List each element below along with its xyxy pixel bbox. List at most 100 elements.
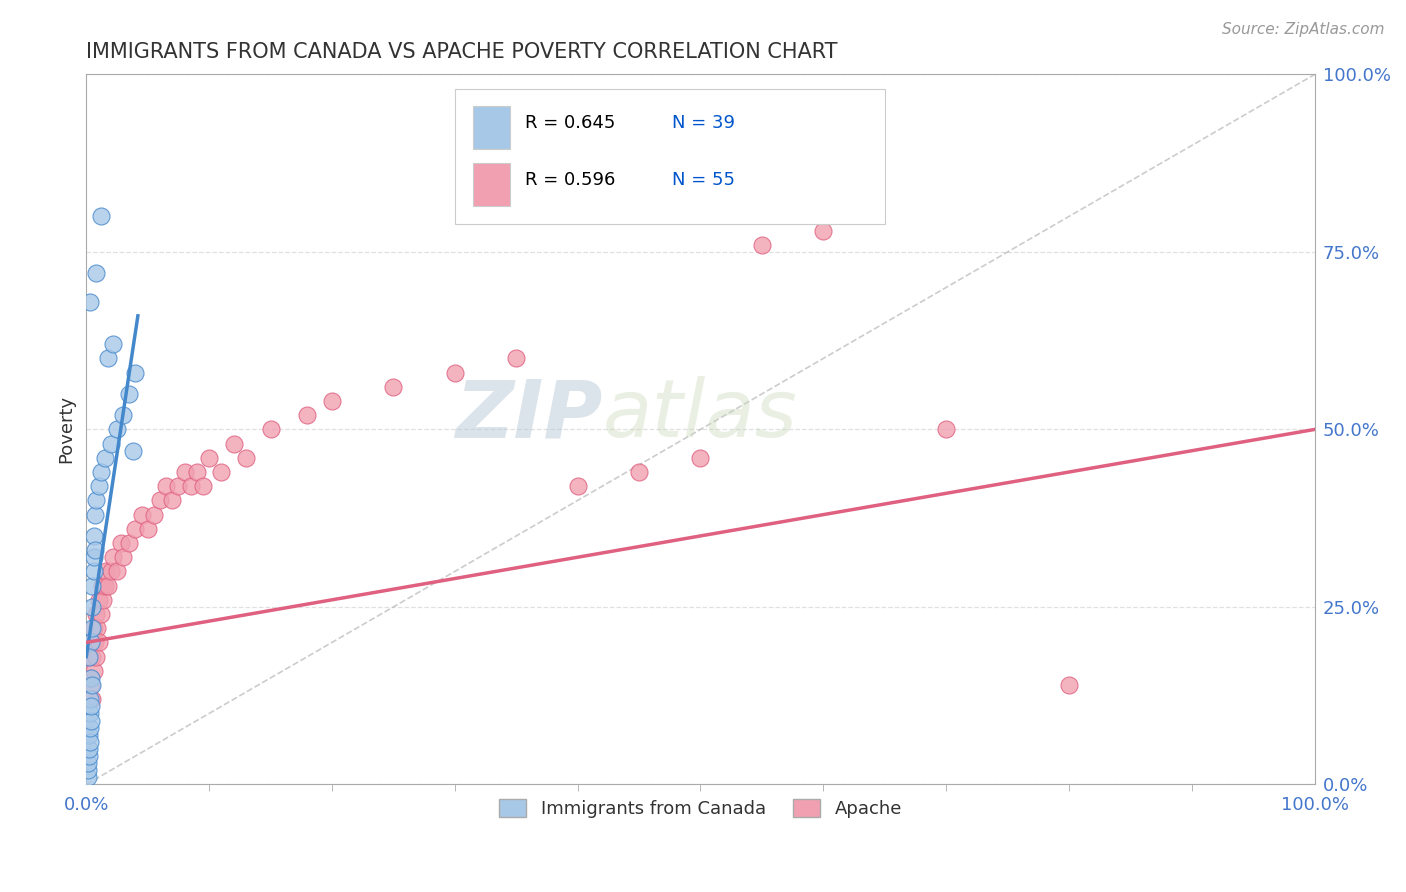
Text: R = 0.645: R = 0.645 [524,113,616,132]
Point [103,337,125,351]
Point [142,508,165,522]
FancyBboxPatch shape [474,106,510,149]
Text: N = 39: N = 39 [672,113,735,132]
Point [628,465,651,479]
Point [83,664,105,678]
Point [1057,678,1080,692]
Point [935,422,957,436]
Point [91,579,114,593]
Point [122,443,145,458]
Point [77,749,100,764]
Point [82,678,104,692]
Point [82,692,104,706]
Point [82,649,104,664]
Point [83,529,105,543]
Point [77,649,100,664]
Point [131,508,153,522]
Point [90,465,112,479]
Point [93,579,115,593]
Point [118,387,141,401]
Point [813,224,835,238]
Point [94,565,117,579]
Point [79,671,101,685]
Point [382,380,405,394]
FancyBboxPatch shape [454,88,884,224]
Point [105,565,128,579]
Point [297,409,319,423]
Point [186,465,208,479]
Point [76,770,98,784]
Point [97,351,120,366]
Point [90,607,112,621]
Point [259,422,281,436]
Point [80,671,103,685]
Text: ZIP: ZIP [454,376,602,454]
Point [84,493,107,508]
Point [93,450,115,465]
Point [100,565,122,579]
Point [162,493,184,508]
Point [83,565,105,579]
Point [321,394,343,409]
Point [90,210,112,224]
Point [112,550,135,565]
Point [80,635,103,649]
Point [751,237,773,252]
Point [82,579,104,593]
Point [103,550,125,565]
Point [124,522,146,536]
Point [83,543,105,558]
Point [82,599,104,614]
Point [79,692,101,706]
Point [77,728,100,742]
Point [567,479,589,493]
Point [505,351,527,366]
Point [80,635,103,649]
Point [84,649,107,664]
Point [136,522,159,536]
FancyBboxPatch shape [474,163,510,206]
Text: N = 55: N = 55 [672,170,735,188]
Point [235,450,257,465]
Y-axis label: Poverty: Poverty [58,395,75,464]
Point [105,422,128,436]
Point [209,465,232,479]
Point [87,479,110,493]
Point [83,621,105,635]
Point [82,621,104,635]
Point [198,450,221,465]
Text: IMMIGRANTS FROM CANADA VS APACHE POVERTY CORRELATION CHART: IMMIGRANTS FROM CANADA VS APACHE POVERTY… [86,42,838,62]
Text: atlas: atlas [602,376,797,454]
Point [79,721,101,735]
Point [97,579,120,593]
Point [80,699,103,714]
Point [80,714,103,728]
Point [100,436,122,450]
Point [83,550,105,565]
Point [689,450,711,465]
Point [77,742,100,756]
Point [84,266,107,280]
Point [77,649,100,664]
Point [80,678,103,692]
Point [87,635,110,649]
Point [443,366,465,380]
Text: Source: ZipAtlas.com: Source: ZipAtlas.com [1222,22,1385,37]
Point [83,508,105,522]
Point [93,592,115,607]
Point [180,479,202,493]
Point [84,607,107,621]
Point [167,479,190,493]
Point [79,735,101,749]
Point [110,536,132,550]
Point [191,479,214,493]
Point [173,465,195,479]
Point [112,409,135,423]
Point [79,706,101,721]
Point [79,294,101,309]
Point [222,436,245,450]
Text: R = 0.596: R = 0.596 [524,170,616,188]
Legend: Immigrants from Canada, Apache: Immigrants from Canada, Apache [492,791,910,825]
Point [124,366,146,380]
Point [86,621,108,635]
